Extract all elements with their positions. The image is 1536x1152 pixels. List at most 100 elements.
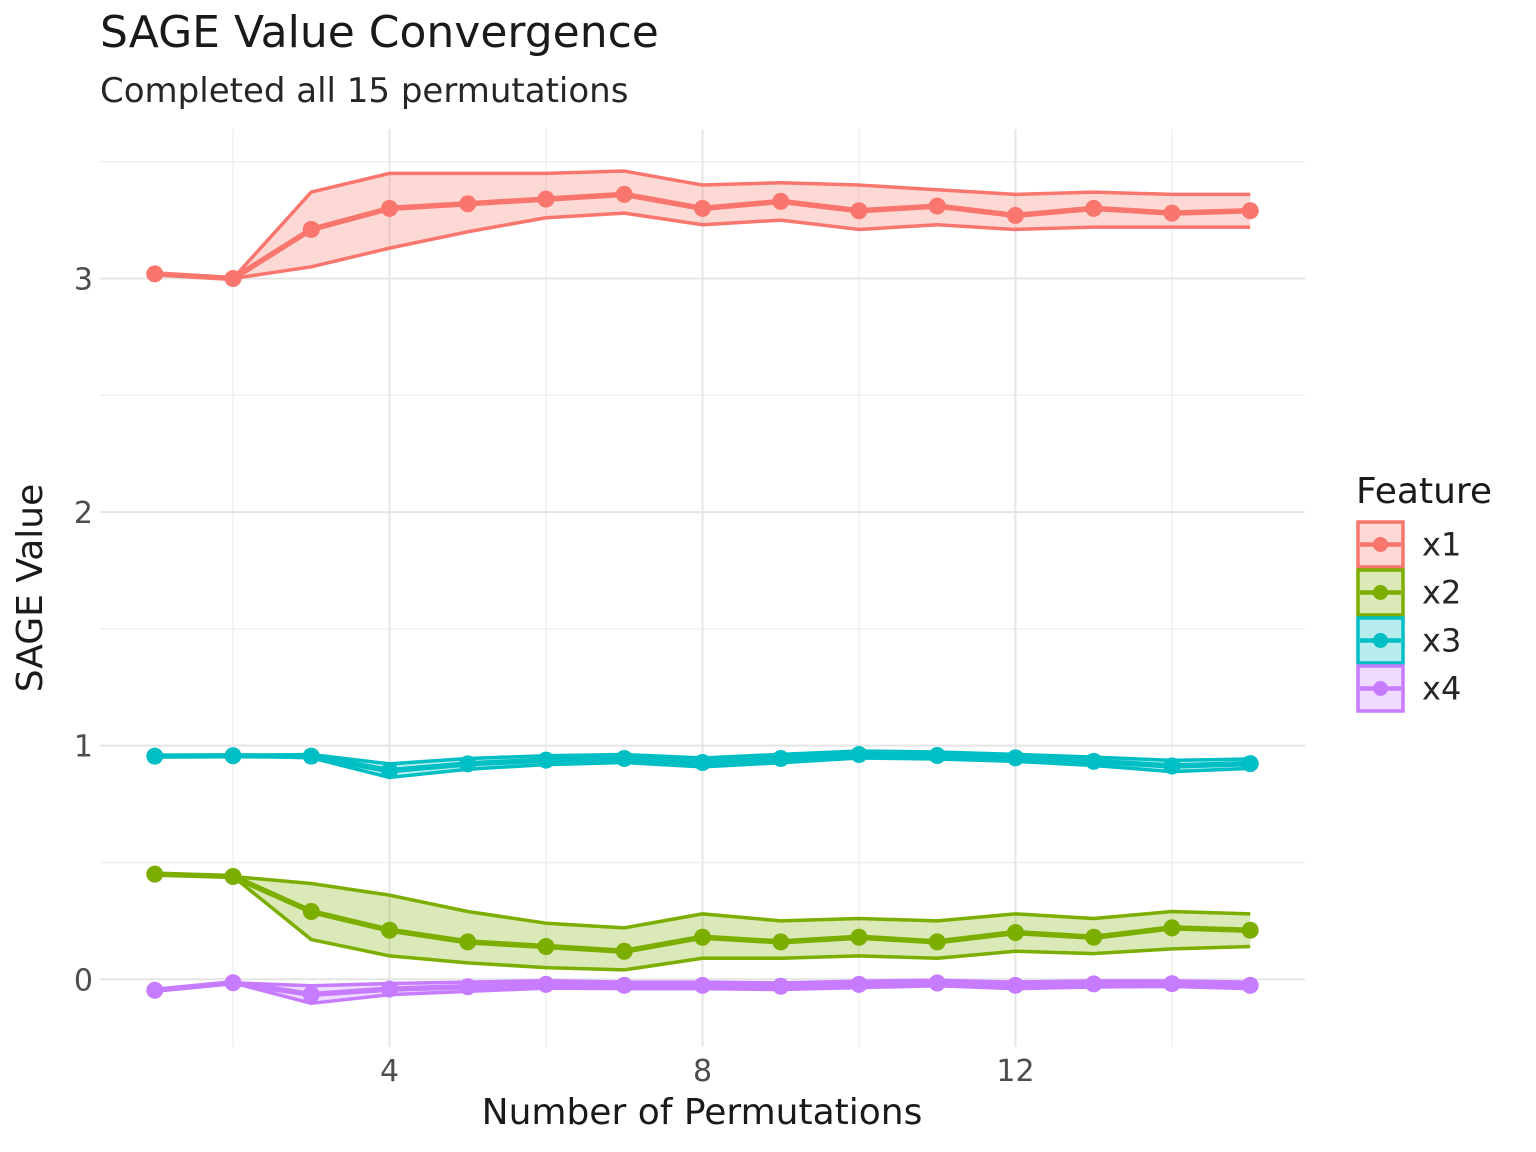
point-x2-7 [615, 942, 633, 960]
point-x2-11 [928, 933, 946, 951]
point-x3-5 [459, 755, 477, 773]
point-x3-9 [772, 750, 790, 768]
point-x2-4 [381, 921, 399, 939]
x-axis-tick-labels: 4 8 12 [380, 1054, 1035, 1089]
y-tick-1: 1 [74, 730, 93, 765]
point-x1-11 [928, 197, 946, 215]
point-x3-2 [224, 747, 242, 765]
point-x1-2 [224, 269, 242, 287]
point-x3-13 [1085, 752, 1103, 770]
x-tick-8: 8 [693, 1054, 712, 1089]
point-x3-7 [615, 750, 633, 768]
x-axis-title: Number of Permutations [482, 1092, 923, 1133]
point-x4-6 [537, 975, 555, 993]
series-x3 [146, 746, 1259, 780]
point-x3-11 [928, 746, 946, 764]
point-x4-4 [381, 980, 399, 998]
point-x2-5 [459, 933, 477, 951]
point-x4-11 [928, 974, 946, 992]
legend-label-x1: x1 [1422, 526, 1461, 564]
series-x2 [146, 865, 1259, 972]
legend-key-point-x2 [1373, 585, 1388, 600]
point-x2-9 [772, 933, 790, 951]
band-upper-edge-x2 [154, 872, 1251, 930]
point-x1-14 [1163, 204, 1181, 222]
legend-key-point-x1 [1373, 537, 1388, 552]
y-tick-0: 0 [74, 963, 93, 998]
point-x3-3 [302, 747, 320, 765]
point-x4-10 [850, 975, 868, 993]
point-x2-8 [694, 928, 711, 946]
point-x1-9 [772, 192, 790, 210]
band-lower-edge-x2 [154, 872, 1251, 972]
point-x3-8 [694, 753, 711, 771]
band-upper-edge-x1 [154, 169, 1251, 281]
point-x3-12 [1006, 749, 1024, 767]
legend: Feature x1 x2 x3 x4 [1356, 471, 1492, 713]
point-x2-6 [537, 938, 555, 956]
point-x2-3 [302, 903, 320, 921]
point-x2-15 [1241, 921, 1259, 939]
point-x2-13 [1085, 928, 1103, 946]
point-x1-3 [302, 220, 320, 238]
y-axis-tick-labels: 0 1 2 3 [74, 262, 93, 998]
legend-item-x1: x1 [1356, 520, 1461, 569]
legend-item-x2: x2 [1356, 568, 1461, 617]
legend-label-x2: x2 [1422, 574, 1461, 612]
legend-label-x4: x4 [1422, 670, 1461, 708]
confidence-band-x2 [154, 874, 1251, 970]
series-x1 [146, 169, 1259, 287]
point-x4-13 [1085, 975, 1103, 993]
y-tick-3: 3 [74, 262, 93, 297]
point-x2-1 [146, 865, 164, 883]
legend-item-x3: x3 [1356, 616, 1461, 665]
chart-title: SAGE Value Convergence [100, 7, 659, 58]
series-layer [146, 169, 1259, 1006]
legend-items: x1 x2 x3 x4 [1356, 520, 1461, 713]
legend-item-x4: x4 [1356, 664, 1461, 713]
point-x4-14 [1163, 975, 1181, 993]
point-x4-8 [694, 976, 711, 994]
legend-label-x3: x3 [1422, 622, 1461, 660]
point-x3-14 [1163, 757, 1181, 775]
point-x2-2 [224, 867, 242, 885]
legend-title: Feature [1356, 471, 1492, 512]
point-x1-1 [146, 265, 164, 283]
point-x1-8 [694, 199, 711, 217]
point-x3-4 [381, 762, 399, 780]
point-x4-2 [224, 974, 242, 992]
legend-key-point-x4 [1373, 681, 1388, 696]
point-x2-10 [850, 928, 868, 946]
point-x4-15 [1241, 976, 1259, 994]
gridlines [100, 129, 1305, 1047]
point-x1-12 [1006, 206, 1024, 224]
point-x1-4 [381, 199, 399, 217]
point-x1-15 [1241, 202, 1259, 220]
point-x1-13 [1085, 199, 1103, 217]
point-x1-10 [850, 202, 868, 220]
y-tick-2: 2 [74, 496, 93, 531]
y-axis-title: SAGE Value [10, 484, 51, 692]
point-x3-1 [146, 747, 164, 765]
point-x1-6 [537, 190, 555, 208]
point-x2-12 [1006, 924, 1024, 942]
chart-subtitle: Completed all 15 permutations [100, 71, 628, 111]
series-x4 [146, 974, 1259, 1006]
point-x4-7 [615, 976, 633, 994]
point-x1-7 [615, 185, 633, 203]
x-tick-12: 12 [996, 1054, 1034, 1089]
point-x3-6 [537, 751, 555, 769]
point-x4-9 [772, 977, 790, 995]
point-x1-5 [459, 195, 477, 213]
point-x4-12 [1006, 976, 1024, 994]
point-x4-1 [146, 981, 164, 999]
point-x4-5 [459, 978, 477, 996]
band-lower-edge-x1 [154, 211, 1251, 281]
point-x3-10 [850, 746, 868, 764]
point-x3-15 [1241, 755, 1259, 773]
legend-key-point-x3 [1373, 633, 1388, 648]
point-x4-3 [302, 985, 320, 1003]
